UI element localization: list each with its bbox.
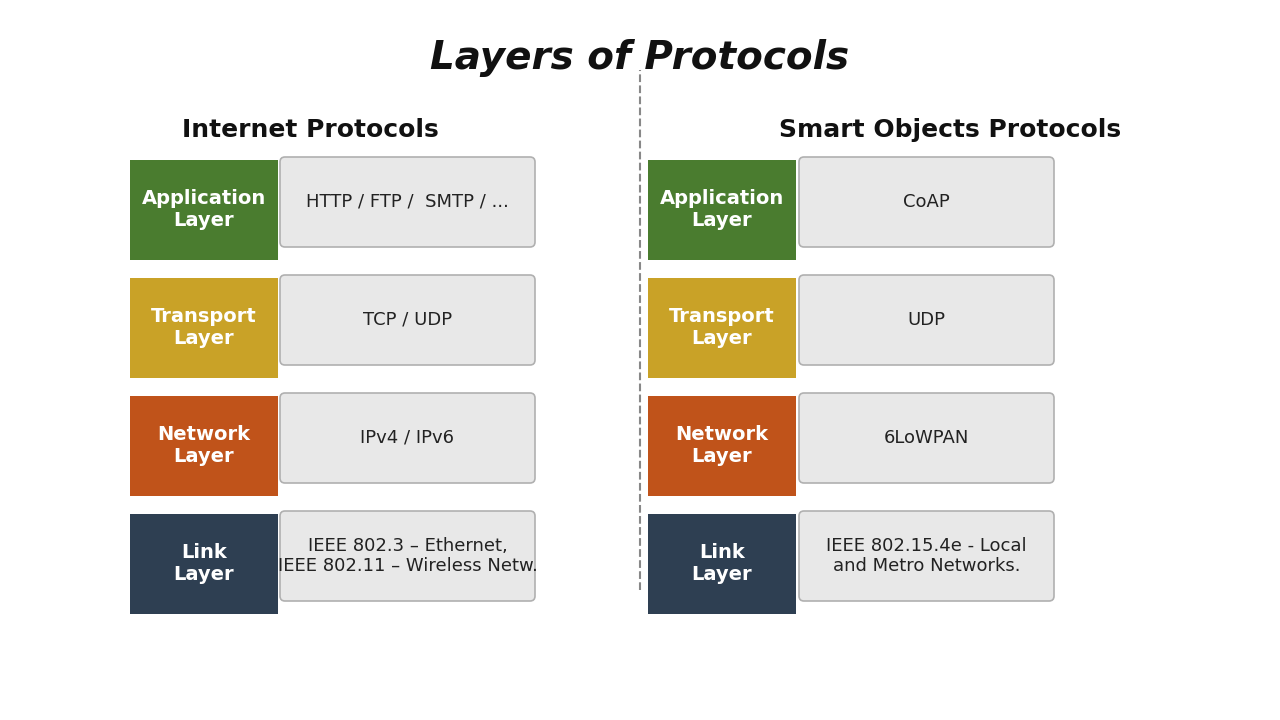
FancyBboxPatch shape [799,511,1053,601]
FancyBboxPatch shape [131,278,278,378]
FancyBboxPatch shape [280,511,535,601]
FancyBboxPatch shape [648,396,796,496]
Text: CoAP: CoAP [904,193,950,211]
Text: Transport
Layer: Transport Layer [669,307,774,348]
FancyBboxPatch shape [799,393,1053,483]
Text: IPv4 / IPv6: IPv4 / IPv6 [361,429,454,447]
Text: Application
Layer: Application Layer [142,189,266,230]
Text: 6LoWPAN: 6LoWPAN [883,429,969,447]
Text: Application
Layer: Application Layer [660,189,785,230]
Text: Link
Layer: Link Layer [691,544,753,585]
FancyBboxPatch shape [799,275,1053,365]
Text: IEEE 802.3 – Ethernet,
IEEE 802.11 – Wireless Netw.: IEEE 802.3 – Ethernet, IEEE 802.11 – Wir… [278,536,538,575]
Text: Internet Protocols: Internet Protocols [182,118,438,142]
Text: Link
Layer: Link Layer [174,544,234,585]
Text: Network
Layer: Network Layer [676,426,768,467]
Text: Layers of Protocols: Layers of Protocols [430,39,850,77]
FancyBboxPatch shape [280,393,535,483]
FancyBboxPatch shape [280,275,535,365]
Text: HTTP / FTP /  SMTP / ...: HTTP / FTP / SMTP / ... [306,193,509,211]
FancyBboxPatch shape [648,514,796,614]
Text: TCP / UDP: TCP / UDP [364,311,452,329]
FancyBboxPatch shape [280,157,535,247]
FancyBboxPatch shape [131,396,278,496]
Text: IEEE 802.15.4e - Local
and Metro Networks.: IEEE 802.15.4e - Local and Metro Network… [826,536,1027,575]
FancyBboxPatch shape [648,160,796,260]
FancyBboxPatch shape [131,514,278,614]
FancyBboxPatch shape [131,160,278,260]
Text: Transport
Layer: Transport Layer [151,307,257,348]
Text: UDP: UDP [908,311,946,329]
FancyBboxPatch shape [648,278,796,378]
FancyBboxPatch shape [799,157,1053,247]
Text: Smart Objects Protocols: Smart Objects Protocols [780,118,1121,142]
Text: Network
Layer: Network Layer [157,426,251,467]
